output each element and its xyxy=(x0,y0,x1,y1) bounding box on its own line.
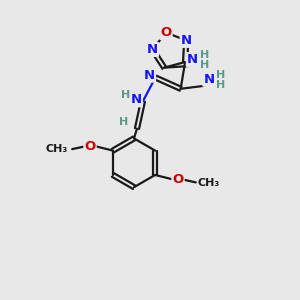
Text: N: N xyxy=(131,93,142,106)
Text: H: H xyxy=(200,60,209,70)
Text: H: H xyxy=(121,90,130,100)
Text: CH₃: CH₃ xyxy=(198,178,220,188)
Text: N: N xyxy=(181,34,192,47)
Text: O: O xyxy=(172,173,184,186)
Text: H: H xyxy=(216,70,225,80)
Text: N: N xyxy=(187,53,198,66)
Text: N: N xyxy=(203,73,214,86)
Text: O: O xyxy=(84,140,96,153)
Text: N: N xyxy=(147,43,158,56)
Text: CH₃: CH₃ xyxy=(46,143,68,154)
Text: H: H xyxy=(200,50,209,60)
Text: N: N xyxy=(144,69,155,82)
Text: O: O xyxy=(160,26,172,39)
Text: H: H xyxy=(119,117,128,127)
Text: H: H xyxy=(216,80,225,90)
